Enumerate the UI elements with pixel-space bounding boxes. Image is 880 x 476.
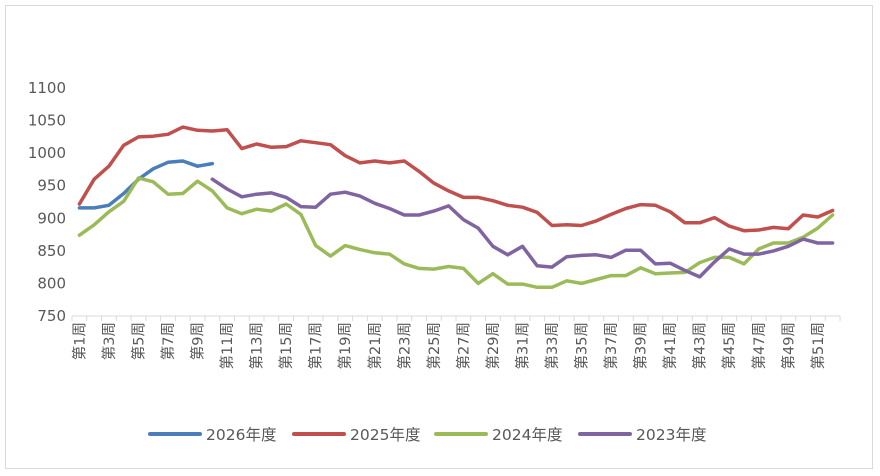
x-tick-label: 第47周 [750, 322, 768, 369]
x-tick-label: 第7周 [159, 322, 177, 360]
x-tick-label: 第49周 [779, 322, 797, 369]
series-line-2025年度 [77, 125, 835, 233]
y-tick-label: 1100 [28, 79, 66, 97]
x-tick-label: 第43周 [691, 322, 709, 369]
x-tick-label: 第23周 [395, 322, 413, 369]
x-tick-label: 第19周 [336, 322, 354, 369]
y-tick-label: 900 [37, 209, 66, 227]
y-tick-label: 1000 [28, 144, 66, 162]
x-tick-label: 第45周 [720, 322, 738, 369]
x-tick-label: 第11周 [218, 322, 236, 369]
x-tick-label: 第17周 [307, 322, 325, 369]
x-tick-label: 第39周 [632, 322, 650, 369]
x-tick-label: 第9周 [189, 322, 207, 360]
legend: 2026年度 2025年度 2024年度 2023年度 [148, 426, 706, 444]
x-tick-label: 第3周 [100, 322, 118, 360]
x-tick-label: 第35周 [573, 322, 591, 369]
x-tick-label: 第27周 [454, 322, 472, 369]
x-tick-label: 第31周 [513, 322, 531, 369]
x-tick-label: 第51周 [809, 322, 827, 369]
series-line-2026年度 [77, 159, 215, 210]
x-tick-label: 第5周 [129, 322, 147, 360]
series-line-2024年度 [77, 176, 835, 290]
y-tick-label: 800 [37, 274, 66, 292]
y-tick-label: 1050 [28, 112, 66, 130]
y-axis: 750 800 850 900 950 1000 1050 1100 [28, 79, 66, 325]
legend-label: 2023年度 [636, 426, 706, 444]
legend-label: 2025年度 [350, 426, 420, 444]
series-layer [77, 125, 835, 290]
legend-label: 2026年度 [206, 426, 276, 444]
x-tick-label: 第29周 [484, 322, 502, 369]
x-tick-label: 第1周 [70, 322, 88, 360]
x-tick-label: 第25周 [425, 322, 443, 369]
x-axis: 第1周 第3周 第5周 第7周 第9周 第11周 第13周 第15周 第17周 第19周 第21周第… [70, 315, 841, 369]
x-tick-label: 第41周 [661, 322, 679, 369]
x-tick-label: 第37周 [602, 322, 620, 369]
x-tick-label: 第15周 [277, 322, 295, 369]
x-tick-label: 第13周 [248, 322, 266, 369]
x-tick-label: 第33周 [543, 322, 561, 369]
y-tick-label: 850 [37, 242, 66, 260]
y-tick-label: 750 [37, 307, 66, 325]
x-tick-label: 第21周 [366, 322, 384, 369]
series-line-2023年度 [210, 177, 835, 279]
chart-frame [5, 5, 873, 469]
legend-label: 2024年度 [492, 426, 562, 444]
y-tick-label: 950 [37, 177, 66, 195]
